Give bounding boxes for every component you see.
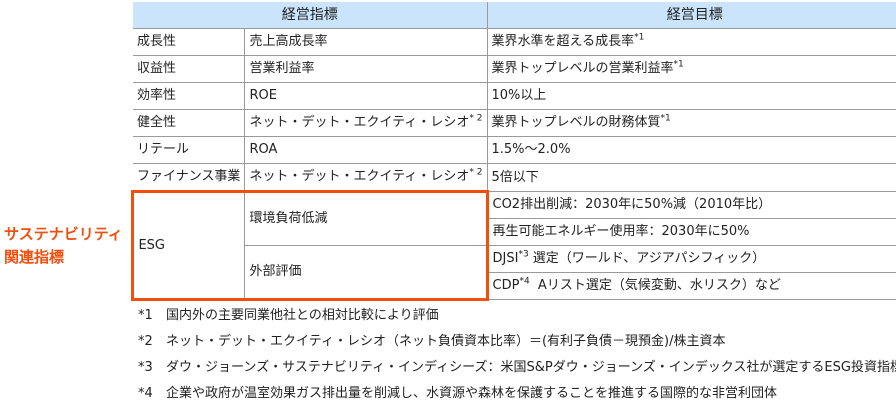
footnotes: *1 国内外の主要同業他社との相対比較により評価 *2 ネット・デット・エクイティ・…	[138, 305, 896, 409]
table-row-esg: サステナビリティ 関連指標 ESG 環境負荷低減 CO2排出削減：2030年に5…	[0, 190, 896, 301]
table-row: リテール ROA 1.5%～2.0%	[0, 136, 896, 164]
target: 10%以上	[486, 82, 896, 110]
table-row-esg: 外部評価 DJSI*3 選定（ワールド、アジアパシフィック）	[0, 245, 896, 301]
footnote: *4 企業や政府が温室効果ガス排出量を削減し、水資源や森林を保護することを推進する…	[138, 386, 778, 401]
indicator: ネット・デット・エクイティ・レシオ* 2	[244, 163, 488, 192]
table-row: 効率性 ROE 10%以上	[0, 82, 896, 110]
category: 効率性	[132, 82, 246, 110]
target: CO2排出削減：2030年に50%減（2010年比）	[486, 191, 896, 219]
table-row: 成長性 売上高成長率 業界水準を超える成長率*1	[0, 28, 896, 192]
table-row: 健全性 ネット・デット・エクイティ・レシオ* 2 業界トップレベルの財務体質*1	[0, 109, 896, 137]
indicator: ROE	[244, 82, 488, 110]
table-row-esg: 再生可能エネルギー使用率：2030年に50%	[0, 218, 896, 246]
target: CDP*4 Aリスト選定（気候変動、水リスク）など	[486, 272, 896, 300]
indicator: ROA	[244, 136, 488, 164]
esg-category: ESG	[131, 190, 246, 301]
table-header: 経営指標 経営目標	[0, 2, 896, 29]
target: 5倍以下	[486, 163, 896, 192]
target: 業界水準を超える成長率*1	[486, 28, 896, 56]
esg-external-evaluation: 外部評価	[244, 245, 489, 301]
side-label-line: 関連指標	[4, 247, 65, 266]
side-spacer	[0, 2, 133, 29]
header-target: 経営目標	[486, 2, 896, 29]
target: DJSI*3 選定（ワールド、アジアパシフィック）	[486, 245, 896, 273]
header-indicator: 経営指標	[132, 2, 488, 29]
table-row: ファイナンス事業 ネット・デット・エクイティ・レシオ* 2 5倍以下	[0, 163, 896, 192]
side-label-line: サステナビリティ	[4, 224, 123, 243]
esg-environment: 環境負荷低減	[244, 190, 489, 246]
target: 1.5%～2.0%	[486, 136, 896, 164]
category: 健全性	[132, 109, 246, 137]
target: 業界トップレベルの財務体質*1	[486, 109, 896, 137]
target: 業界トップレベルの営業利益率*1	[486, 55, 896, 83]
table-row: 収益性 営業利益率 業界トップレベルの営業利益率*1	[0, 55, 896, 83]
category: 収益性	[132, 55, 246, 83]
footnote: *3 ダウ・ジョーンズ・サステナビリティ・インディシーズ：米国S&Pダウ・ジョーン…	[138, 360, 896, 375]
category: ファイナンス事業	[132, 163, 246, 192]
table-row-esg: CDP*4 Aリスト選定（気候変動、水リスク）など	[0, 272, 896, 300]
category: 成長性	[132, 28, 246, 56]
indicator: ネット・デット・エクイティ・レシオ* 2	[244, 109, 488, 137]
target: 再生可能エネルギー使用率：2030年に50%	[486, 218, 896, 246]
side-spacer	[0, 28, 133, 192]
indicator: 営業利益率	[244, 55, 488, 83]
footnote: *1 国内外の主要同業他社との相対比較により評価	[138, 308, 439, 323]
sustainability-label: サステナビリティ 関連指標	[0, 191, 133, 300]
management-indicators-table: 経営指標 経営目標 成長性 売上高成長率 業界水準を超える成長率*1 収益性 営業利益…	[0, 2, 896, 301]
indicator: 売上高成長率	[244, 28, 488, 56]
footnote: *2 ネット・デット・エクイティ・レシオ（ネット負債資本比率）＝(有利子負債－現預…	[138, 334, 726, 349]
category: リテール	[132, 136, 246, 164]
